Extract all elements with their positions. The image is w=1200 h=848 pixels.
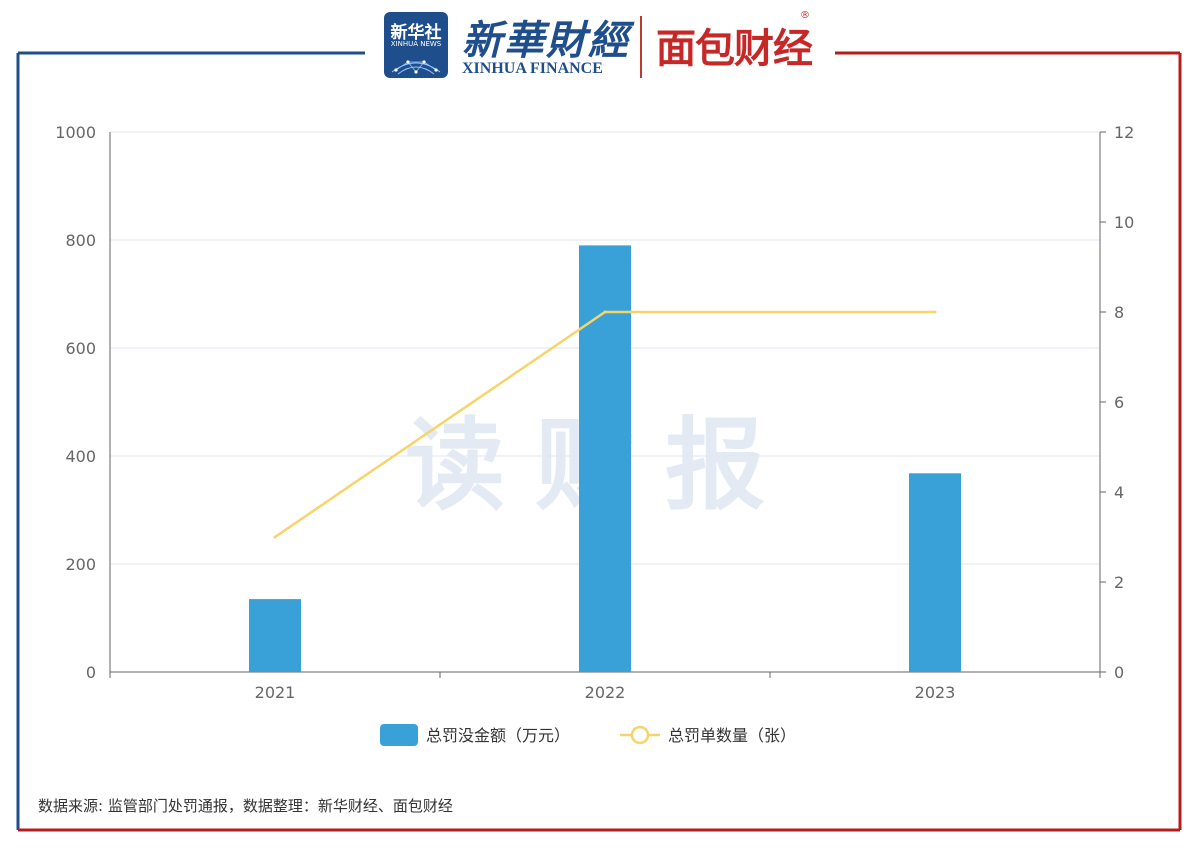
y-left-tick-label: 600	[65, 339, 96, 358]
bar	[909, 473, 961, 672]
data-source-note: 数据来源: 监管部门处罚通报，数据整理：新华财经、面包财经	[38, 797, 453, 815]
bar	[579, 245, 631, 672]
y-right-tick-label: 2	[1114, 573, 1124, 592]
xinhua-finance-logo-cn: 新華財經	[462, 17, 630, 64]
legend-bar-swatch	[380, 724, 418, 746]
y-left-tick-label: 1000	[55, 123, 96, 142]
y-right-tick-label: 6	[1114, 393, 1124, 412]
y-left-tick-label: 800	[65, 231, 96, 250]
y-right-tick-label: 12	[1114, 123, 1134, 142]
globe-network-icon	[391, 60, 441, 75]
bar	[249, 599, 301, 672]
legend-line-marker	[630, 725, 650, 745]
y-left-tick-label: 400	[65, 447, 96, 466]
xinhua-finance-logo-en: XINHUA FINANCE	[462, 60, 603, 77]
mianbao-finance-logo: 面包财经	[656, 26, 813, 72]
legend-line-label: 总罚单数量（张）	[668, 726, 796, 745]
bar-series	[249, 245, 961, 672]
logo-separator	[640, 16, 642, 78]
y-right-tick-label: 0	[1114, 663, 1124, 682]
legend-bar-label: 总罚没金额（万元）	[426, 726, 570, 745]
registered-mark: ®	[800, 10, 810, 21]
x-tick-label: 2023	[915, 683, 956, 702]
xinhua-news-cn: 新华社	[390, 23, 442, 43]
y-right-tick-label: 4	[1114, 483, 1124, 502]
xinhua-news-logo: 新华社 XINHUA NEWS	[384, 12, 448, 78]
line-point	[603, 310, 607, 314]
line-series	[273, 310, 937, 539]
x-tick-label: 2021	[255, 683, 296, 702]
line-point	[273, 535, 277, 539]
y-right-tick-label: 10	[1114, 213, 1134, 232]
y-left-tick-label: 200	[65, 555, 96, 574]
x-tick-label: 2022	[585, 683, 626, 702]
xinhua-news-en: XINHUA NEWS	[390, 40, 442, 48]
legend: 总罚没金额（万元） 总罚单数量（张）	[380, 724, 796, 746]
line-point	[933, 310, 937, 314]
y-right-tick-label: 8	[1114, 303, 1124, 322]
y-left-tick-label: 0	[86, 663, 96, 682]
